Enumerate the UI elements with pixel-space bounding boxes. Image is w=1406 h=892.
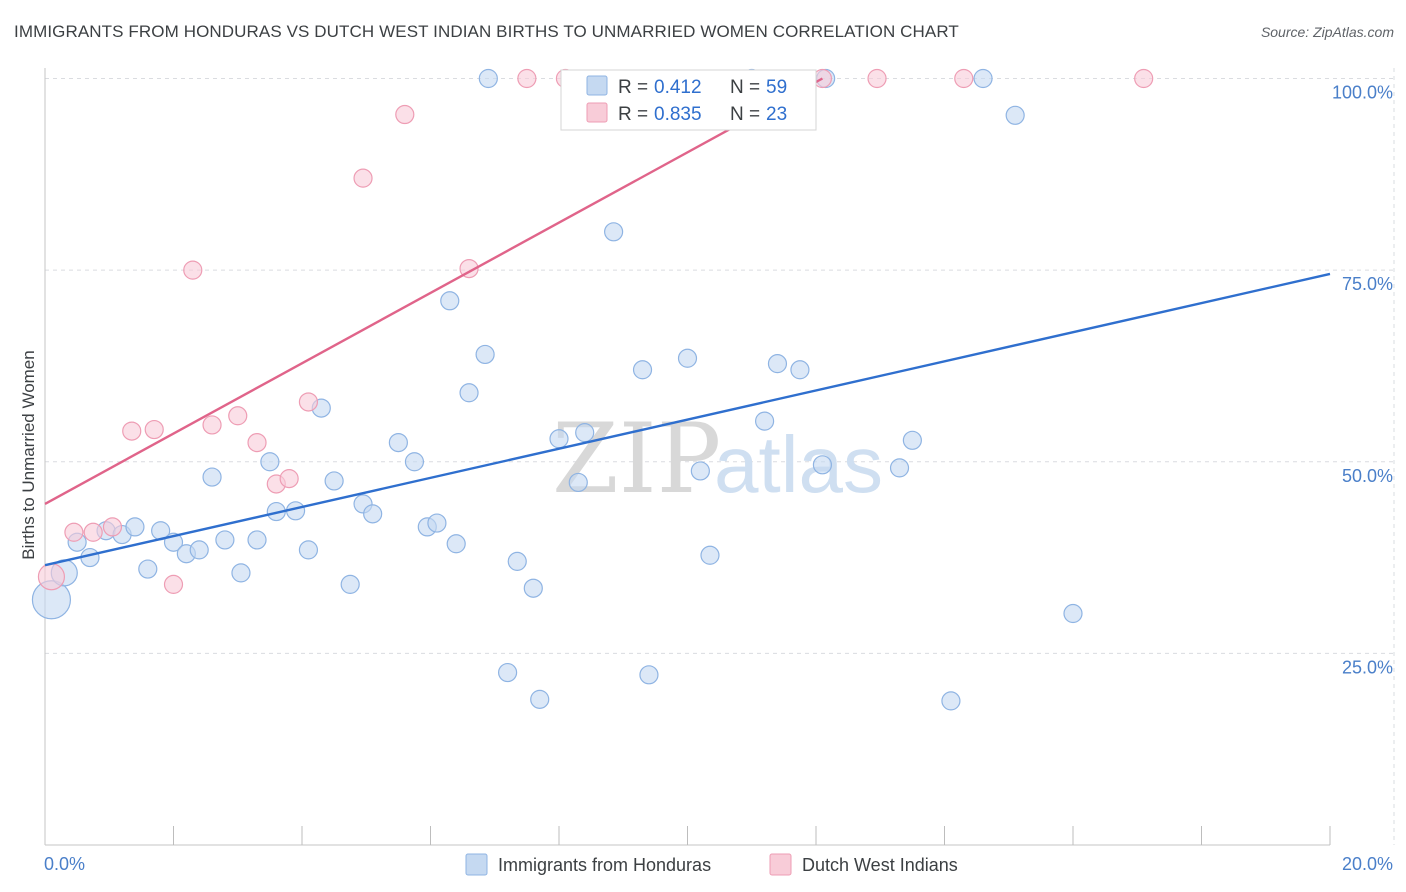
honduras-point (446, 534, 466, 554)
series-legend-label-honduras[interactable]: Immigrants from Honduras (498, 855, 711, 875)
honduras-trend-line (44, 272, 1331, 567)
dutch-west-indians-point (247, 432, 267, 453)
honduras-point (677, 348, 698, 368)
honduras-point (298, 540, 319, 560)
honduras-point (260, 452, 280, 472)
honduras-point (568, 472, 588, 493)
x-tick-label-max: 20.0% (1342, 854, 1393, 874)
dutch-west-indians-point (279, 469, 299, 489)
honduras-point (324, 471, 344, 491)
dutch-west-indians-point (867, 68, 887, 89)
honduras-point (498, 662, 518, 683)
dutch-west-indians-point (228, 406, 248, 426)
honduras-point (941, 691, 961, 711)
dutch-west-indians-point (37, 563, 66, 591)
chart-title: IMMIGRANTS FROM HONDURAS VS DUTCH WEST I… (14, 22, 959, 41)
dutch-west-indians-trend-line (44, 77, 824, 505)
watermark-zip: ZIP (552, 403, 721, 515)
dutch-west-indians-point (298, 392, 319, 412)
honduras-point (215, 530, 235, 550)
dutch-west-indians-point (202, 415, 222, 435)
dutch-west-indians-point (1134, 68, 1154, 89)
y-tick-label: 75.0% (1342, 274, 1393, 294)
honduras-point (523, 578, 543, 598)
honduras-point (549, 429, 569, 449)
honduras-point (767, 354, 788, 374)
dutch-west-indians-point (353, 168, 373, 188)
honduras-point (902, 430, 922, 450)
legend-r-value-2: 0.835 (654, 104, 702, 125)
y-tick-label: 50.0% (1342, 466, 1393, 486)
honduras-point (475, 344, 495, 365)
series-legend-label-dutch-west-indians[interactable]: Dutch West Indians (802, 855, 958, 875)
watermark-atlas: atlas (714, 420, 883, 509)
honduras-point (231, 563, 251, 583)
dutch-west-indians-point (144, 419, 164, 440)
honduras-point (138, 559, 158, 579)
honduras-point (973, 68, 993, 89)
honduras-point (604, 222, 624, 242)
series-legend: Immigrants from Honduras Dutch West Indi… (465, 853, 958, 876)
legend-n-label-2: N = (730, 104, 760, 125)
dutch-west-indians-point (122, 421, 142, 441)
y-tick-label: 100.0% (1332, 83, 1393, 103)
legend-r-label-1: R = (618, 77, 648, 98)
chart-source[interactable]: Source: ZipAtlas.com (1260, 24, 1394, 40)
dutch-west-indians-point (64, 522, 84, 542)
x-tick-label-min: 0.0% (44, 854, 85, 874)
honduras-point (478, 68, 498, 89)
legend-swatch-dutch-west-indians (586, 102, 608, 123)
series-legend-swatch-dutch-west-indians (769, 853, 792, 876)
stats-legend: R = 0.412 N = 59 R = 0.835 N = 23 (560, 69, 817, 131)
series-legend-swatch-honduras (465, 853, 488, 876)
trend-lines (44, 77, 1331, 567)
dutch-west-indians-point (517, 68, 537, 89)
y-axis-label: Births to Unmarried Women (19, 350, 38, 559)
honduras-point (459, 383, 479, 403)
dutch-west-indians-point (83, 522, 103, 542)
honduras-point (575, 423, 595, 443)
axis-ticks: 25.0% 50.0% 75.0% 100.0% 0.0% 20.0% (44, 83, 1393, 875)
honduras-point (427, 513, 447, 533)
honduras-point (790, 360, 810, 380)
legend-r-label-2: R = (618, 104, 648, 125)
honduras-point (530, 689, 550, 709)
dutch-west-indians-point (954, 68, 974, 89)
honduras-point (1063, 603, 1083, 624)
dutch-west-indians-point (183, 260, 203, 280)
honduras-point (125, 517, 145, 537)
honduras-point (388, 432, 408, 453)
honduras-point (1005, 105, 1025, 125)
honduras-point (404, 452, 425, 472)
legend-swatch-honduras (586, 75, 608, 96)
honduras-point (812, 455, 833, 475)
honduras-point (632, 360, 653, 380)
honduras-point (754, 411, 775, 431)
honduras-point (247, 530, 267, 550)
honduras-point (690, 461, 710, 481)
legend-n-value-2: 23 (766, 104, 787, 125)
honduras-point (507, 551, 527, 571)
dutch-west-indians-point (395, 104, 415, 125)
y-tick-label: 25.0% (1342, 657, 1393, 677)
honduras-point (639, 665, 659, 685)
honduras-point (340, 574, 360, 594)
honduras-point (700, 545, 720, 565)
honduras-point (889, 458, 910, 478)
honduras-point (440, 291, 460, 311)
watermark: ZIP atlas (552, 403, 883, 515)
dutch-west-indians-point (163, 574, 184, 594)
legend-n-label-1: N = (730, 77, 760, 98)
legend-r-value-1: 0.412 (654, 77, 702, 98)
honduras-point (189, 540, 209, 560)
honduras-point (202, 467, 222, 487)
honduras-point (363, 504, 383, 524)
dutch-west-indians-point (102, 517, 123, 537)
data-points (31, 68, 1154, 711)
legend-n-value-1: 59 (766, 77, 787, 98)
